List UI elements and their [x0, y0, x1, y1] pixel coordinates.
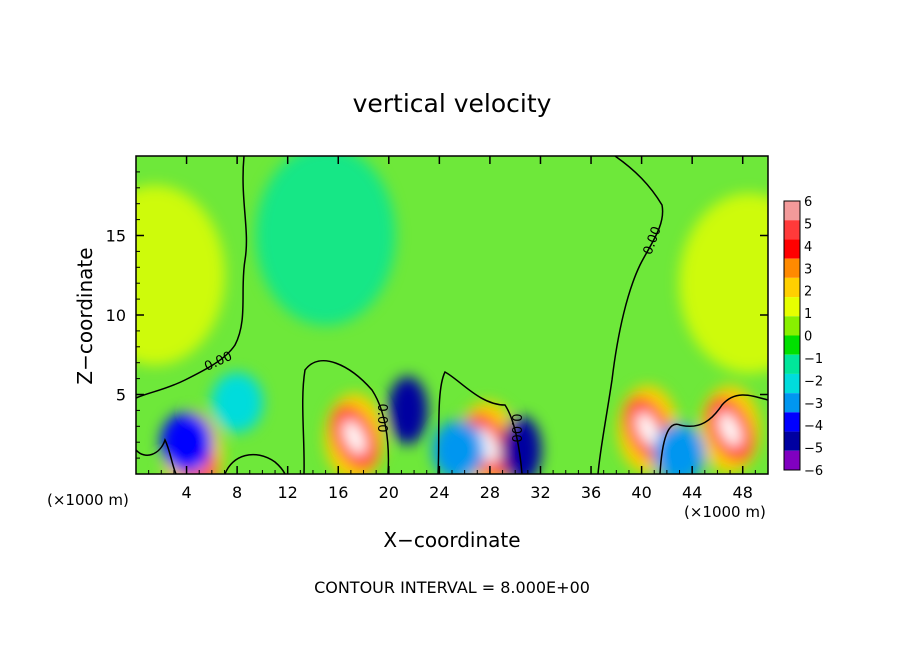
x-axis-ticks: 4 8 12 16 20 24 28 32 36 40 44 48 [148, 156, 756, 502]
colorbar-label-7: −1 [804, 352, 823, 367]
x-tick-label-28: 28 [480, 483, 500, 502]
colorbar-label-12: −6 [804, 464, 823, 479]
x-tick-label-32: 32 [530, 483, 550, 502]
colorbar-label-6: 0 [804, 330, 812, 345]
x-unit-left: (×1000 m) [47, 491, 129, 509]
feature-5 [387, 376, 428, 445]
zero-contour-bottom-left [136, 438, 177, 474]
feature-6 [501, 416, 542, 474]
colorbar-label-2: 4 [804, 240, 812, 255]
x-axis-label: X−coordinate [383, 528, 520, 552]
y-axis-label: Z−coordinate [73, 247, 97, 384]
x-tick-label-24: 24 [429, 483, 449, 502]
colorbar-label-1: 5 [804, 217, 812, 232]
zero-contour-center [301, 360, 390, 474]
feature-12 [679, 193, 768, 374]
contour-label-3: 0.00 [508, 414, 523, 443]
colorbar-swatch-11 [784, 412, 800, 432]
colorbar-swatch-3 [784, 258, 800, 278]
colorbar-swatch-4 [784, 277, 800, 298]
zero-contours [136, 156, 768, 474]
colorbar-frame [783, 200, 801, 471]
feature-core-0 [343, 420, 367, 455]
x-tick-label-16: 16 [328, 483, 348, 502]
feature-core-2 [636, 412, 660, 447]
colorbar-swatch-7 [784, 335, 800, 355]
x-tick-label-44: 44 [682, 483, 702, 502]
colorbar: 6 5 4 3 2 1 0 −1 −2 −3 −4 −5 −6 [783, 195, 823, 479]
zero-contour-left [136, 156, 248, 399]
x-tick-label-20: 20 [379, 483, 399, 502]
chart-title: vertical velocity [353, 89, 552, 118]
y-tick-label-5: 5 [116, 386, 126, 405]
feature-7 [160, 412, 213, 473]
contour-label-2: 0.00 [374, 404, 389, 433]
colorbar-label-3: 3 [804, 262, 812, 277]
x-tick-label-8: 8 [232, 483, 242, 502]
x-tick-label-12: 12 [278, 483, 298, 502]
velocity-field: 0.000.000.00 0.00 [136, 156, 768, 474]
x-tick-label-4: 4 [181, 483, 191, 502]
contour-interval-footer: CONTOUR INTERVAL = 8.000E+00 [314, 578, 590, 597]
feature-10 [432, 420, 485, 474]
colorbar-swatch-0 [784, 201, 800, 221]
colorbar-swatch-13 [784, 450, 800, 470]
y-tick-label-15: 15 [106, 227, 126, 246]
feature-13 [255, 156, 396, 326]
colorbar-swatch-10 [784, 393, 800, 413]
field-features [136, 156, 768, 474]
zero-contour-mid [437, 370, 523, 474]
colorbar-label-10: −4 [804, 419, 823, 434]
colorbar-label-4: 2 [804, 285, 812, 300]
zero-contour-bottom-small [224, 453, 286, 474]
x-tick-label-40: 40 [631, 483, 651, 502]
colorbar-label-11: −5 [804, 442, 823, 457]
feature-11 [136, 185, 225, 366]
feature-core-3 [718, 412, 742, 447]
feature-8 [211, 372, 264, 433]
colorbar-swatch-2 [784, 239, 800, 259]
zero-contour-right [597, 156, 664, 474]
colorbar-swatch-6 [784, 316, 800, 336]
feature-core-1 [476, 428, 499, 463]
colorbar-swatch-12 [784, 431, 800, 451]
colorbar-label-9: −3 [804, 397, 823, 412]
colorbar-swatch-5 [784, 297, 800, 317]
zero-contour-right-bottom [659, 394, 768, 474]
x-unit-right: (×1000 m) [684, 503, 766, 521]
colorbar-swatch-9 [784, 373, 800, 394]
colorbar-label-0: 6 [804, 195, 812, 210]
y-tick-label-10: 10 [106, 306, 126, 325]
colorbar-label-5: 1 [804, 307, 812, 322]
colorbar-swatch-8 [784, 354, 800, 374]
colorbar-label-8: −2 [804, 374, 823, 389]
colorbar-swatch-1 [784, 220, 800, 240]
x-tick-label-48: 48 [733, 483, 753, 502]
x-tick-label-36: 36 [581, 483, 601, 502]
y-axis-ticks: 5 10 15 [106, 171, 768, 459]
